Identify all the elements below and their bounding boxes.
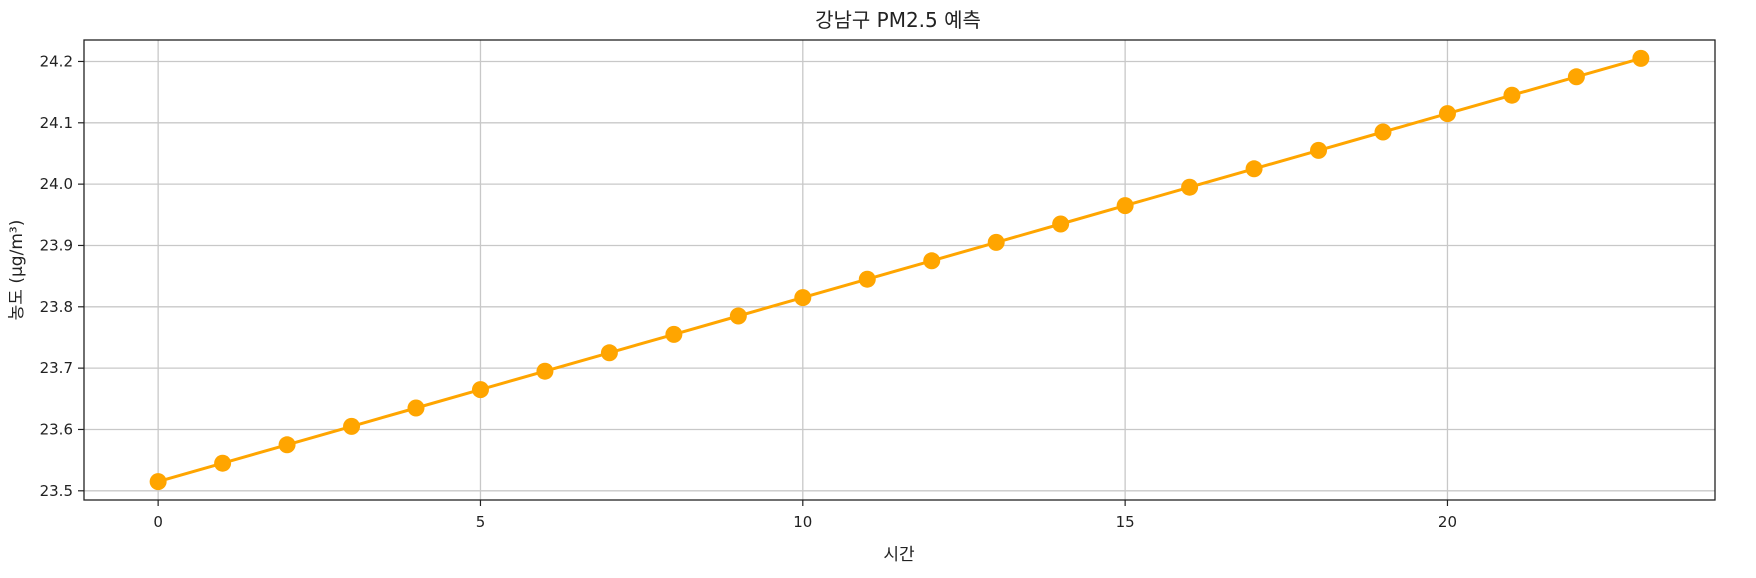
data-point — [1181, 178, 1199, 196]
x-tick-label: 10 — [793, 513, 812, 531]
x-axis-label: 시간 — [883, 545, 915, 565]
data-points — [149, 49, 1650, 491]
data-point — [343, 417, 361, 435]
x-tick-label: 15 — [1116, 513, 1135, 531]
data-point — [729, 307, 747, 325]
data-point — [278, 436, 296, 454]
chart-title: 강남구 PM2.5 예측 — [815, 8, 981, 32]
y-tick-label: 23.7 — [40, 359, 73, 377]
y-tick-label: 23.8 — [40, 298, 73, 316]
y-axis-ticks: 23.5 23.6 23.7 23.8 23.9 24.0 24.1 24.2 — [40, 52, 84, 500]
data-point — [1245, 160, 1263, 178]
data-point — [407, 399, 425, 417]
data-point — [471, 381, 489, 399]
data-point — [1374, 123, 1392, 141]
data-point — [1438, 105, 1456, 123]
y-tick-label: 24.1 — [40, 114, 73, 132]
plot-frame — [83, 39, 1716, 501]
data-point — [858, 270, 876, 288]
y-tick-label: 23.5 — [40, 482, 73, 500]
data-point — [987, 233, 1005, 251]
data-point — [665, 325, 683, 343]
data-point — [149, 473, 167, 491]
data-point — [794, 289, 812, 307]
data-point — [1567, 68, 1585, 86]
y-tick-label: 24.0 — [40, 175, 73, 193]
data-point — [600, 344, 618, 362]
x-axis-ticks: 0 5 10 15 20 — [153, 500, 1457, 531]
series-line — [157, 56, 1642, 484]
data-point — [1052, 215, 1070, 233]
data-point — [923, 252, 941, 270]
x-tick-label: 0 — [153, 513, 163, 531]
data-point — [1310, 141, 1328, 159]
data-point — [1116, 197, 1134, 215]
data-point — [214, 454, 232, 472]
x-tick-label: 20 — [1438, 513, 1457, 531]
data-point — [536, 362, 554, 380]
data-point — [1503, 86, 1521, 104]
x-tick-label: 5 — [476, 513, 486, 531]
y-axis-label: 농도 (μg/m³) — [7, 220, 27, 321]
y-tick-label: 24.2 — [40, 52, 73, 70]
y-tick-label: 23.9 — [40, 236, 73, 254]
y-tick-label: 23.6 — [40, 420, 73, 438]
data-point — [1632, 49, 1650, 67]
